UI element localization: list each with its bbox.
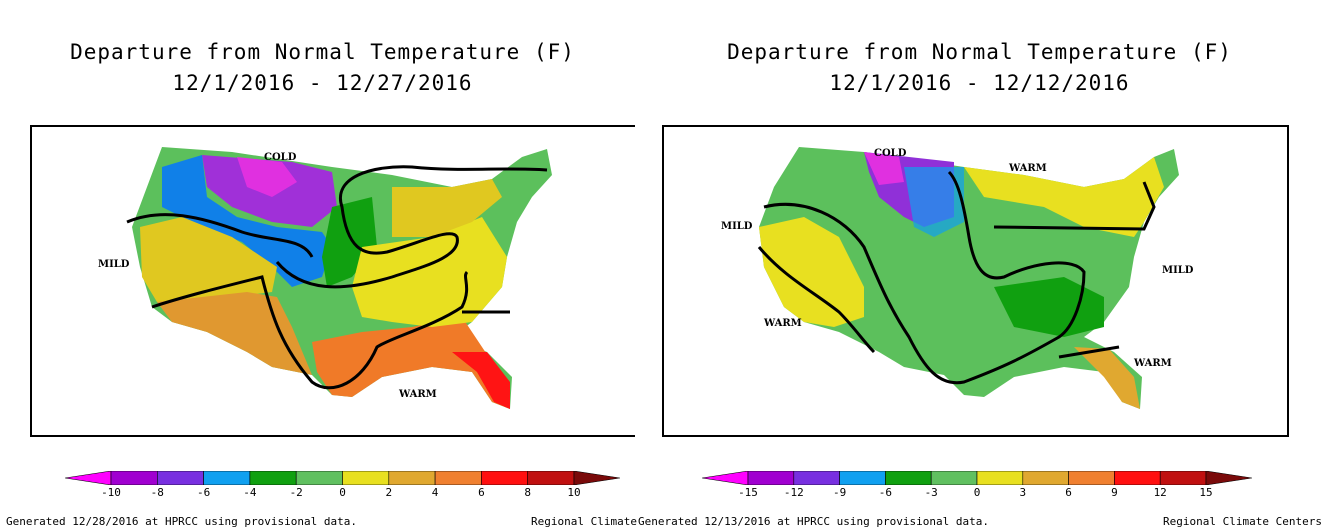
contour-line	[126, 213, 314, 258]
colorbar-swatch	[342, 470, 390, 486]
colorbar-swatch	[249, 470, 297, 486]
colorbar-swatch	[64, 470, 112, 486]
colorbar-swatch	[976, 470, 1024, 486]
colorbar	[64, 470, 621, 486]
map-label-warm: WARM	[763, 318, 802, 329]
colorbar-tick-label: 10	[567, 486, 581, 499]
colorbar-swatch	[885, 470, 932, 486]
colorbar-tick-label: 4	[431, 486, 439, 499]
colorbar	[701, 470, 1253, 486]
map-label-cold: COLD	[264, 152, 297, 163]
colorbar-swatch	[203, 470, 251, 486]
map-frame: COLD MILD WARM	[30, 125, 635, 437]
colorbar-swatch	[1205, 470, 1253, 486]
contour-line	[763, 170, 1086, 385]
colorbar-swatch	[527, 470, 575, 486]
colorbar-swatch	[1068, 470, 1115, 486]
colorbar-tick-label: 0	[973, 486, 981, 499]
colorbar-swatch	[157, 470, 204, 486]
colorbar-tick-label: -6	[196, 486, 211, 499]
colorbar-tick-label: -4	[243, 486, 257, 499]
colorbar-tick-label: -3	[924, 486, 938, 499]
colorbar-swatch	[747, 470, 795, 486]
colorbar-swatch	[295, 470, 343, 486]
colorbar-swatch	[1159, 470, 1207, 486]
colorbar-tick-label: 0	[339, 486, 346, 499]
colorbar-swatches	[64, 470, 621, 486]
colorbar-tick-label: 3	[1019, 486, 1027, 499]
map-label-warm: WARM	[398, 389, 437, 400]
colorbar-tick-label: -8	[150, 486, 164, 499]
colorbar-swatches	[701, 470, 1253, 486]
footer-generated: Generated 12/13/2016 at HPRCC using prov…	[638, 515, 989, 528]
contour-line	[275, 165, 548, 289]
map-label-warm: WARM	[1133, 358, 1172, 369]
colorbar-tick-label: -2	[289, 486, 303, 499]
footer-credit: Regional Climate	[531, 515, 637, 528]
contour-line	[1058, 345, 1120, 359]
colorbar-tick-label: -10	[101, 486, 121, 499]
colorbar-swatch	[701, 470, 749, 486]
map-label-mild: MILD	[1162, 265, 1194, 276]
colorbar-tick-label: 6	[478, 486, 485, 499]
colorbar-tick-label: 8	[524, 486, 531, 499]
temperature-map: COLD MILD WARM	[98, 147, 552, 409]
contour-line	[151, 270, 469, 390]
map-label-mild: MILD	[721, 221, 753, 232]
colorbar-tick-label: -15	[738, 486, 758, 499]
footer-credit: Regional Climate Centers	[1163, 515, 1322, 528]
map-title: Departure from Normal Temperature (F)	[70, 40, 575, 64]
colorbar-swatch	[1114, 470, 1161, 486]
colorbar-swatch	[434, 470, 482, 486]
colorbar-tick-label: -6	[878, 486, 893, 499]
map-panel-right: Departure from Normal Temperature (F) 12…	[635, 0, 1324, 531]
colorbar-swatch	[793, 470, 840, 486]
colorbar-swatch	[573, 470, 621, 486]
contour-line	[757, 246, 876, 354]
colorbar-tick-label: 9	[1111, 486, 1118, 499]
colorbar-swatch	[930, 470, 978, 486]
colorbar-tick-label: -12	[783, 486, 804, 499]
footer-generated: Generated 12/28/2016 at HPRCC using prov…	[6, 515, 357, 528]
temperature-map: COLD WARM MILD MILD WARM WARM	[721, 147, 1194, 409]
map-date-range: 12/1/2016 - 12/27/2016	[172, 71, 473, 95]
colorbar-swatch	[1022, 470, 1069, 486]
colorbar-tick-label: 2	[385, 486, 393, 499]
colorbar-swatch	[481, 470, 528, 486]
map-label-mild: MILD	[98, 259, 130, 270]
colorbar-tick-label: 6	[1065, 486, 1072, 499]
contour-line	[993, 181, 1156, 231]
colorbar-swatch	[110, 470, 158, 486]
colorbar-tick-label: -9	[832, 486, 847, 499]
colorbar-swatch	[388, 470, 436, 486]
colorbar-tick-label: 15	[1199, 486, 1213, 499]
colorbar-swatch	[839, 470, 886, 486]
map-label-warm: WARM	[1008, 163, 1047, 174]
colorbar-tick-label: 12	[1153, 486, 1167, 499]
map-frame: COLD WARM MILD MILD WARM WARM	[662, 125, 1289, 437]
map-title: Departure from Normal Temperature (F)	[727, 40, 1232, 64]
map-date-range: 12/1/2016 - 12/12/2016	[829, 71, 1130, 95]
map-panel-left: Departure from Normal Temperature (F) 12…	[0, 0, 645, 531]
map-label-cold: COLD	[874, 148, 907, 159]
